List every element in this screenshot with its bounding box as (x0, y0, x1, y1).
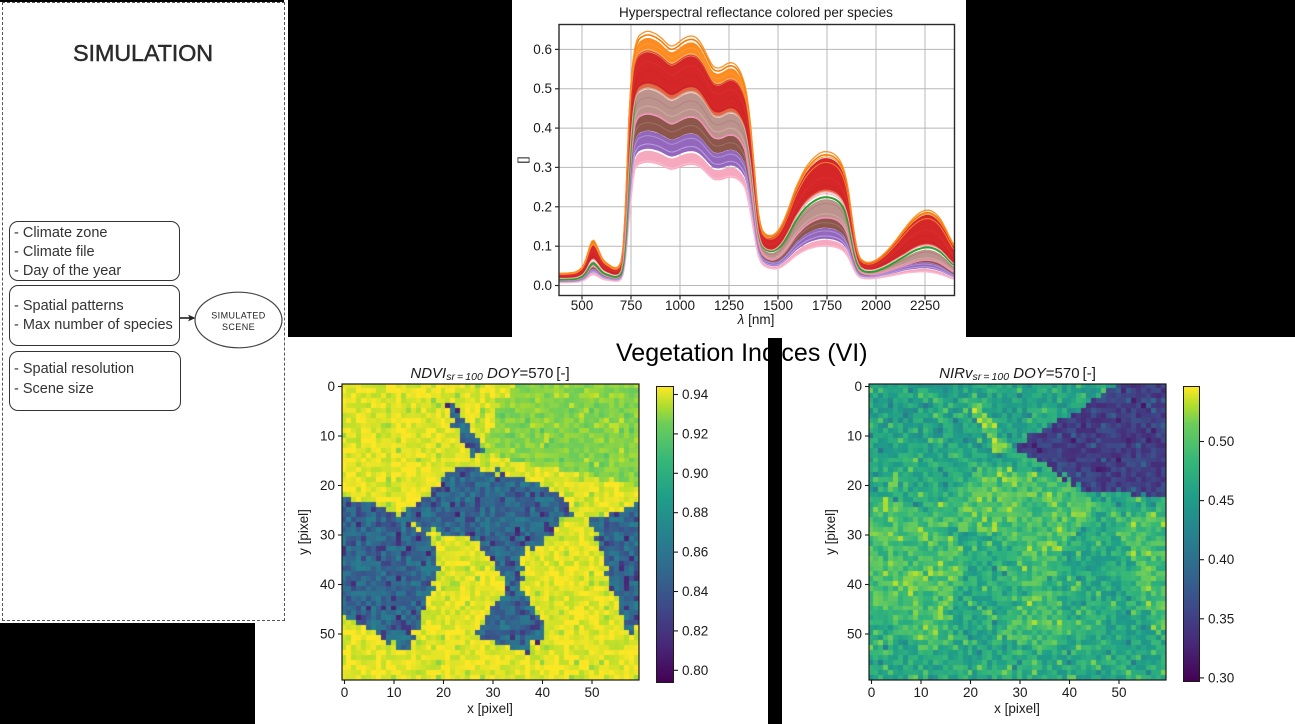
svg-text:0.35: 0.35 (1208, 611, 1234, 626)
svg-text:0.2: 0.2 (533, 199, 552, 214)
svg-text:x [pixel]: x [pixel] (994, 701, 1040, 716)
svg-text:0.82: 0.82 (682, 623, 708, 638)
svg-text:500: 500 (571, 298, 594, 313)
svg-text:Hyperspectral reflectance colo: Hyperspectral reflectance colored per sp… (619, 5, 893, 20)
svg-text:0: 0 (340, 685, 348, 700)
svg-text:0.90: 0.90 (682, 465, 708, 480)
svg-text:0.4: 0.4 (533, 121, 552, 136)
svg-text:0.84: 0.84 (682, 584, 709, 599)
svg-text:0.40: 0.40 (1208, 552, 1234, 567)
svg-text:[]: [] (515, 156, 530, 163)
svg-text:1750: 1750 (812, 298, 842, 313)
svg-text:10: 10 (319, 429, 334, 444)
svg-text:0: 0 (327, 379, 335, 394)
svg-text:1250: 1250 (714, 298, 744, 313)
svg-text:0.88: 0.88 (682, 505, 708, 520)
svg-text:10: 10 (847, 429, 862, 444)
svg-text:0.6: 0.6 (533, 42, 552, 57)
svg-text:0: 0 (868, 685, 876, 700)
svg-text:50: 50 (1111, 685, 1126, 700)
svg-text:1500: 1500 (763, 298, 793, 313)
svg-text:0.30: 0.30 (1208, 670, 1234, 685)
svg-text:50: 50 (584, 685, 599, 700)
svg-text:0.45: 0.45 (1208, 493, 1234, 508)
svg-text:10: 10 (913, 685, 928, 700)
svg-text:SCENE: SCENE (222, 322, 255, 332)
svg-text:30: 30 (485, 685, 500, 700)
svg-text:0.0: 0.0 (533, 278, 552, 293)
svg-text:40: 40 (534, 685, 549, 700)
svg-text:50: 50 (319, 627, 334, 642)
svg-text:0.5: 0.5 (533, 81, 552, 96)
svg-text:y [pixel]: y [pixel] (823, 509, 838, 555)
svg-text:SIMULATED: SIMULATED (211, 311, 266, 321)
svg-text:20: 20 (847, 478, 862, 493)
svg-text:750: 750 (620, 298, 643, 313)
svg-text:0.3: 0.3 (533, 160, 552, 175)
svg-text:x [pixel]: x [pixel] (467, 701, 513, 716)
svg-text:0.80: 0.80 (682, 662, 708, 677)
svg-text:20: 20 (319, 478, 334, 493)
svg-text:0: 0 (854, 379, 862, 394)
svg-text:λ [nm]: λ [nm] (737, 312, 775, 327)
svg-text:40: 40 (1062, 685, 1077, 700)
svg-text:30: 30 (847, 528, 862, 543)
svg-text:2000: 2000 (861, 298, 891, 313)
svg-text:0.94: 0.94 (682, 387, 709, 402)
svg-text:30: 30 (319, 528, 334, 543)
svg-text:30: 30 (1012, 685, 1027, 700)
svg-text:0.1: 0.1 (533, 239, 552, 254)
svg-text:2250: 2250 (910, 298, 940, 313)
svg-text:0.86: 0.86 (682, 544, 708, 559)
svg-text:1000: 1000 (665, 298, 695, 313)
svg-text:0.92: 0.92 (682, 426, 708, 441)
svg-text:40: 40 (319, 577, 334, 592)
svg-text:y [pixel]: y [pixel] (296, 509, 311, 555)
svg-text:20: 20 (435, 685, 450, 700)
svg-text:40: 40 (847, 577, 862, 592)
svg-text:50: 50 (847, 627, 862, 642)
svg-text:0.50: 0.50 (1208, 434, 1234, 449)
svg-text:10: 10 (386, 685, 401, 700)
svg-text:20: 20 (963, 685, 978, 700)
